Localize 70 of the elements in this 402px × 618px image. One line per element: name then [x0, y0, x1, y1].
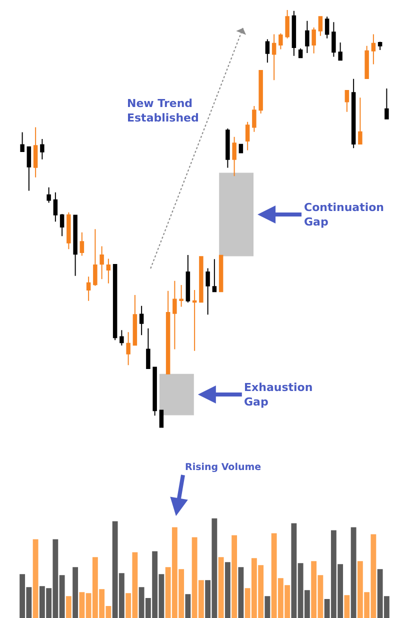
band-label: Exhaustion Gap — [244, 381, 313, 408]
text: Rising Volume — [185, 462, 262, 473]
candlestick — [93, 228, 98, 286]
candlestick — [364, 45, 369, 79]
candlestick — [324, 16, 330, 39]
candlestick — [192, 290, 197, 352]
bar — [238, 567, 244, 618]
bar — [72, 567, 78, 618]
bar — [218, 557, 224, 618]
candlestick — [232, 136, 236, 177]
annotation: New Trend Established — [127, 97, 199, 124]
candlestick — [318, 16, 323, 36]
candlestick — [312, 27, 316, 54]
candlestick — [206, 268, 210, 316]
candlestick — [338, 42, 342, 61]
candlestick — [86, 276, 91, 302]
bar — [264, 596, 270, 618]
candlestick — [199, 256, 204, 303]
candlestick — [278, 32, 283, 50]
candlestick — [166, 290, 170, 374]
candlestick — [80, 232, 84, 256]
candlestick — [371, 34, 376, 65]
candlestick — [358, 97, 362, 144]
candlestick — [20, 132, 24, 152]
candlestick — [179, 284, 184, 308]
candlestick — [226, 128, 230, 168]
candlestick — [265, 38, 270, 64]
candlestick — [252, 105, 256, 132]
bar — [344, 595, 350, 618]
candlestick — [305, 20, 310, 54]
candlestick — [344, 90, 350, 112]
candlestick — [186, 254, 190, 304]
candlestick — [384, 88, 389, 120]
candlestick — [73, 214, 78, 276]
candlestick — [139, 305, 144, 336]
candlestick — [132, 294, 138, 346]
bar — [224, 562, 230, 618]
candlestick — [378, 41, 382, 51]
candlestick — [245, 121, 250, 151]
bar — [66, 596, 72, 618]
candlestick — [212, 258, 217, 292]
bar — [232, 535, 238, 618]
candlestick — [292, 10, 296, 56]
candlestick — [126, 332, 130, 366]
candlestick — [258, 70, 263, 114]
candlestick — [285, 10, 290, 39]
candlestick — [298, 48, 303, 58]
bar — [185, 594, 191, 618]
candlestick — [159, 410, 164, 428]
candlestick — [60, 214, 64, 237]
candlestick — [106, 258, 111, 284]
bar — [350, 527, 356, 618]
candlestick — [40, 138, 44, 160]
candlestick — [332, 22, 336, 58]
candlestick — [218, 254, 224, 292]
candlestick — [272, 34, 276, 81]
band-label: Continuation Gap — [304, 201, 384, 228]
candlestick — [120, 330, 124, 346]
candlestick — [146, 328, 150, 369]
candlestick — [351, 78, 356, 149]
bar — [32, 539, 38, 618]
candlestick — [26, 146, 32, 192]
candlestick — [172, 280, 177, 350]
candlestick — [100, 246, 104, 280]
candlestick — [53, 192, 58, 222]
candlestick — [46, 186, 51, 204]
candlestick — [152, 366, 157, 416]
candlestick — [66, 212, 71, 250]
candlestick — [112, 264, 118, 341]
candlestick — [33, 126, 38, 178]
